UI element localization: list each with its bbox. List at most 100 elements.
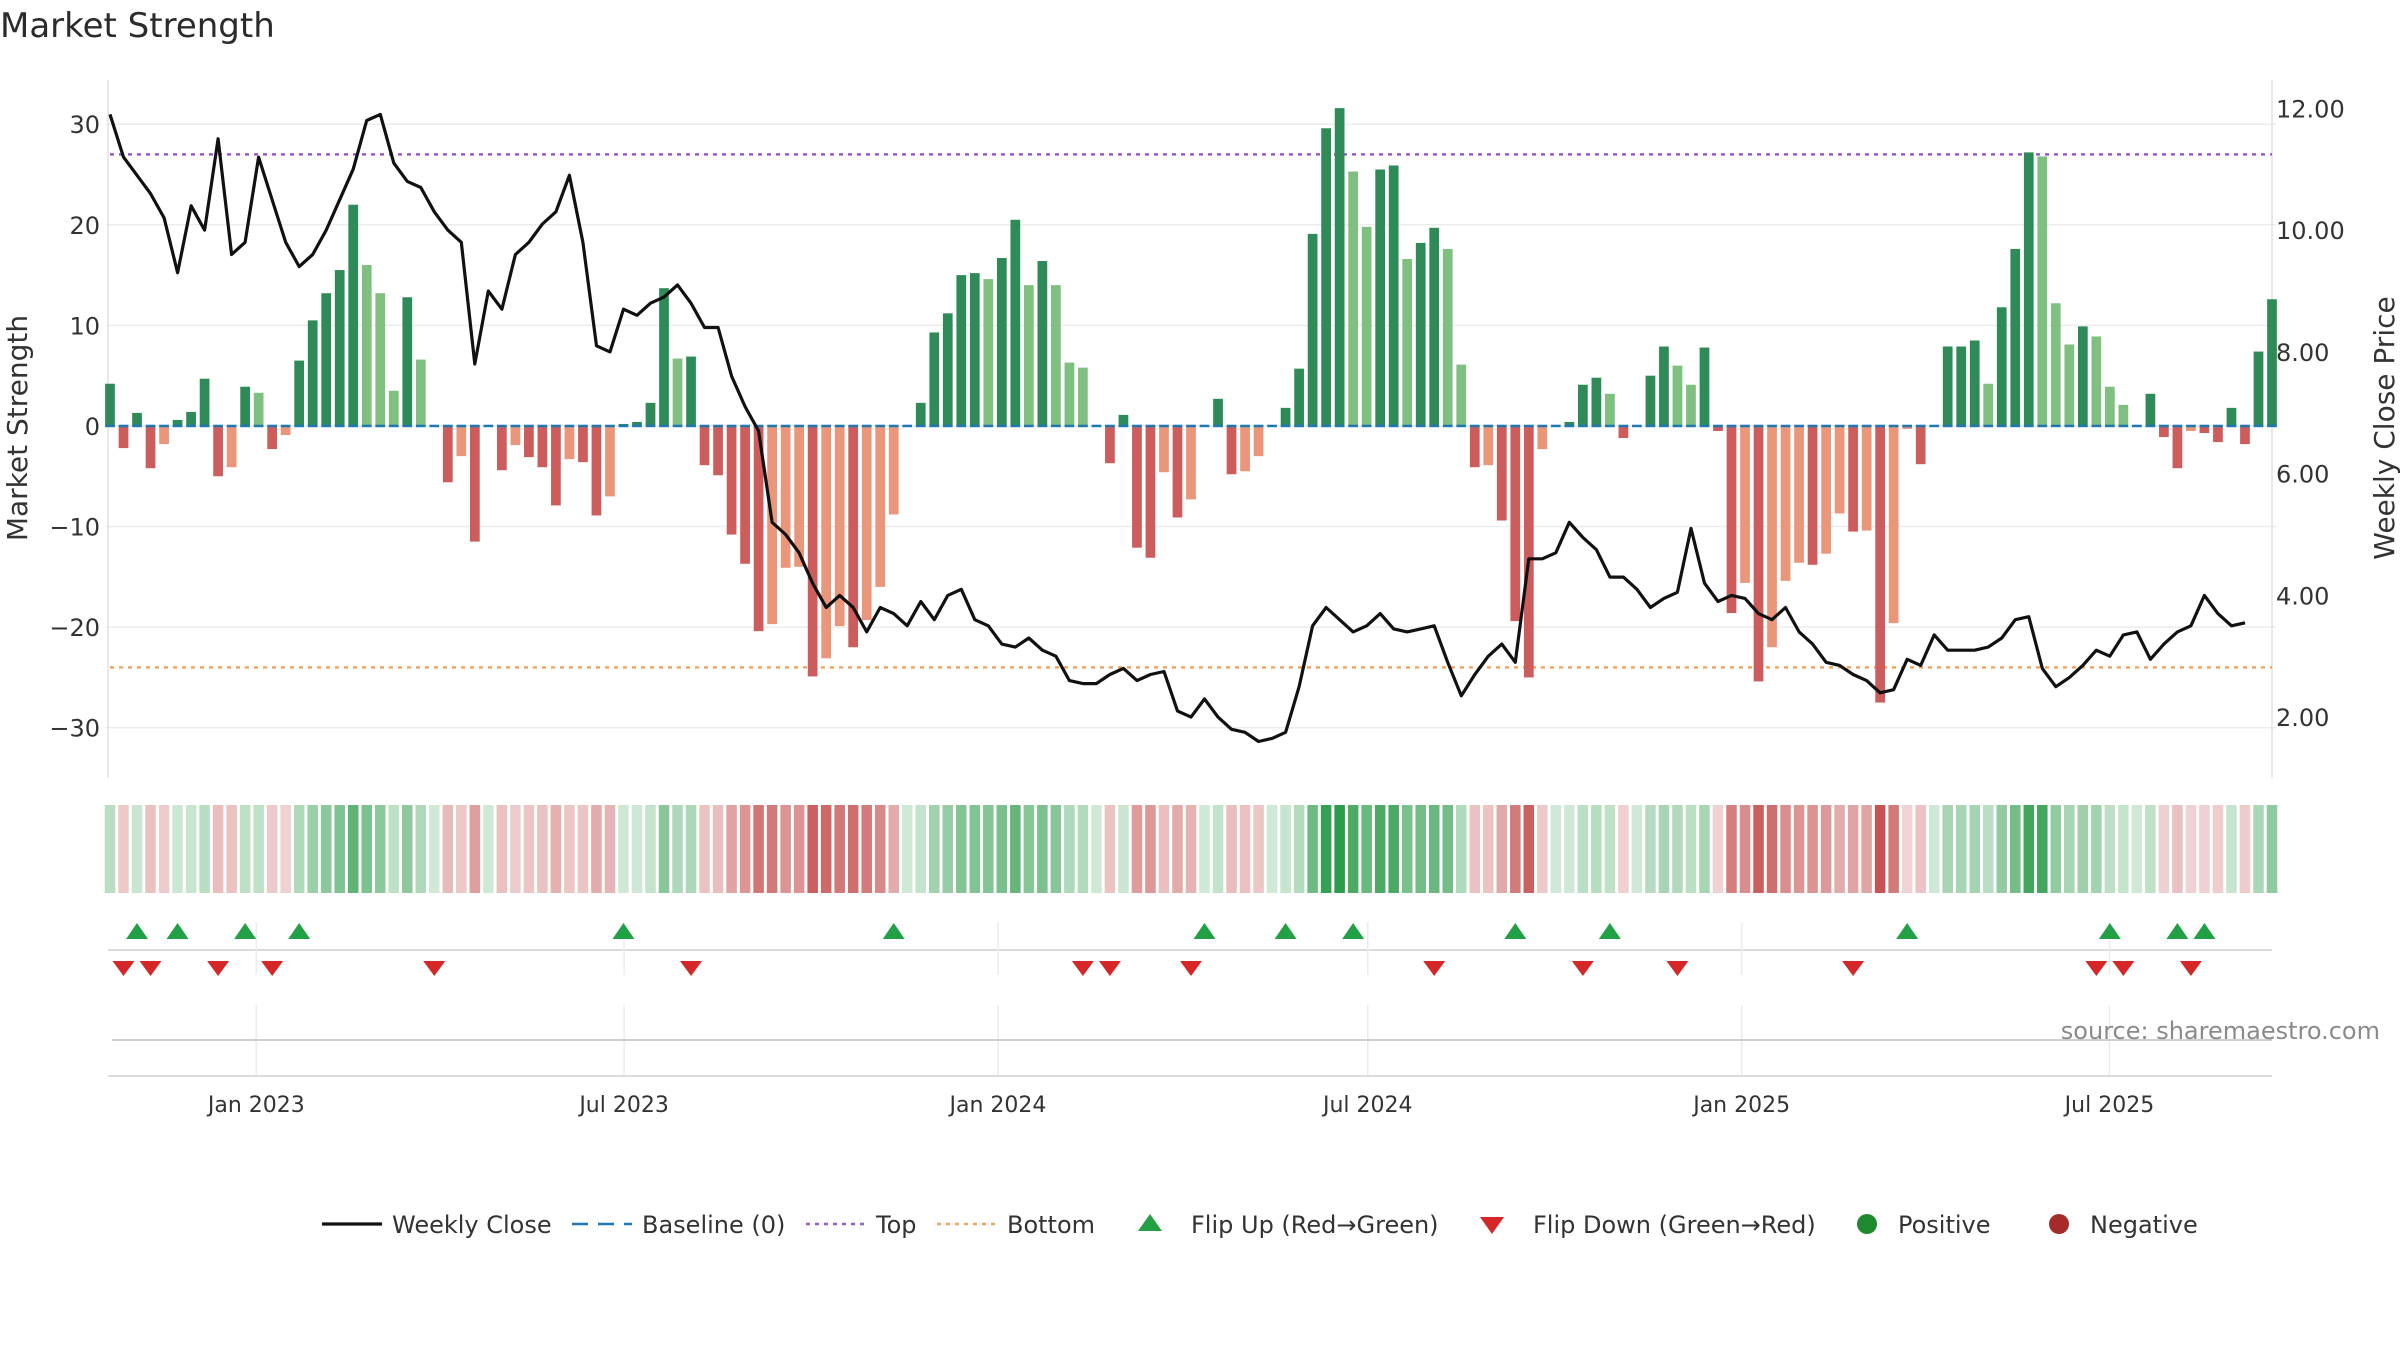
- strength-bar: [686, 356, 696, 426]
- strip-cell: [456, 805, 467, 893]
- strip-cell: [1334, 805, 1345, 893]
- strip-cell: [739, 805, 751, 893]
- strip-cell: [2239, 805, 2251, 893]
- strip-cell: [402, 805, 413, 893]
- legend-item-flip_up: Flip Up (Red→Green): [1138, 1211, 1439, 1239]
- legend-label: Baseline (0): [642, 1211, 785, 1239]
- strength-bar: [2240, 425, 2250, 445]
- strip-cell: [1739, 805, 1751, 893]
- strip-cell: [1280, 805, 1291, 893]
- x-tick-label: Jan 2024: [948, 1093, 1047, 1118]
- legend-label: Positive: [1898, 1211, 1991, 1239]
- strength-bar: [956, 275, 967, 426]
- strength-bar: [605, 425, 615, 497]
- strip-cell: [2172, 805, 2183, 893]
- right-axis-ticks: 12.00 10.00 8.00 6.00 4.00 2.00: [2276, 95, 2345, 732]
- strip-cell: [199, 805, 210, 893]
- strip-cell: [239, 805, 251, 893]
- strip-cell: [145, 805, 156, 893]
- strip-cell: [956, 805, 967, 893]
- strength-bar: [294, 360, 305, 426]
- strength-bar: [1051, 285, 1061, 426]
- strip-cell: [226, 805, 237, 893]
- strip-cell: [1510, 805, 1521, 893]
- strip-cell: [1645, 805, 1656, 893]
- strength-bar: [834, 425, 845, 627]
- strength-bar: [1726, 425, 1737, 614]
- strength-bar: [1213, 398, 1223, 426]
- strength-bar: [861, 425, 872, 621]
- strip-cell: [645, 805, 656, 893]
- strip-cell: [1888, 805, 1899, 893]
- strip-cell: [766, 805, 778, 893]
- strip-cell: [1793, 805, 1805, 893]
- strength-bar: [753, 425, 764, 632]
- strength-bar: [1996, 307, 2007, 426]
- flip-up-marker: [1598, 923, 1621, 939]
- strip-cell: [631, 805, 643, 893]
- strip-cell: [1766, 805, 1778, 893]
- strength-bar: [1307, 233, 1318, 426]
- strength-bar: [1591, 377, 1602, 426]
- strip-cell: [537, 805, 548, 893]
- strip-cell: [185, 805, 197, 893]
- strip-cell: [1496, 805, 1508, 893]
- strength-bar: [1510, 425, 1521, 622]
- strength-bar: [578, 425, 588, 463]
- legend-item-baseline: Baseline (0): [572, 1211, 785, 1239]
- strip-cell: [280, 805, 291, 893]
- strip-cell: [1226, 805, 1237, 893]
- strip-cell: [564, 805, 575, 893]
- strip-cell: [1955, 805, 1967, 893]
- strip-cell: [1104, 805, 1116, 893]
- strength-bar: [159, 425, 169, 445]
- strength-bar: [2023, 152, 2034, 426]
- strip-cell: [2118, 805, 2129, 893]
- strength-bar: [1767, 425, 1777, 648]
- strip-cell: [1996, 805, 2008, 893]
- strip-cell: [1577, 805, 1589, 893]
- strength-bar: [375, 293, 386, 426]
- strip-cell: [1239, 805, 1251, 893]
- strength-bar: [1834, 425, 1845, 514]
- strength-bar: [2091, 336, 2102, 426]
- strength-bar: [1537, 425, 1548, 450]
- legend-label: Flip Up (Red→Green): [1191, 1211, 1439, 1239]
- strength-bar: [1145, 425, 1156, 558]
- strength-bar: [442, 425, 453, 483]
- strength-bar: [2253, 351, 2264, 426]
- flip-down-marker: [1666, 961, 1689, 976]
- strength-bar: [496, 425, 507, 471]
- strip-cell: [388, 805, 400, 893]
- strength-bar: [1821, 425, 1831, 554]
- flip-down-marker: [2179, 961, 2202, 976]
- strip-cell: [104, 805, 116, 893]
- strength-bar: [537, 425, 548, 468]
- strength-bar: [1523, 425, 1534, 678]
- strip-cell: [2266, 805, 2278, 893]
- flip-up-marker: [288, 923, 311, 939]
- strength-bar: [632, 421, 642, 426]
- strength-bar: [551, 425, 561, 506]
- strength-bar: [1794, 425, 1804, 563]
- left-axis-label: Market Strength: [1, 315, 34, 541]
- flip-down-marker: [207, 961, 230, 976]
- strip-cell: [1807, 805, 1818, 893]
- strip-cell: [658, 805, 670, 893]
- strip-cell: [523, 805, 535, 893]
- strength-bar: [888, 425, 899, 515]
- strength-bar: [2010, 248, 2021, 426]
- flip-up-marker: [1896, 923, 1919, 939]
- strip-cell: [1969, 805, 1980, 893]
- strength-bar: [1888, 425, 1899, 624]
- strength-bar: [1605, 393, 1615, 426]
- strip-cell: [1618, 805, 1629, 893]
- strength-bar: [1969, 340, 1980, 426]
- right-tick-label: 2.00: [2276, 704, 2329, 732]
- left-tick-label: 0: [85, 413, 100, 441]
- strip-cell: [1293, 805, 1305, 893]
- strip-cell: [1982, 805, 1994, 893]
- strip-cell: [1388, 805, 1399, 893]
- strip-cell: [577, 805, 589, 893]
- strip-cell: [1307, 805, 1318, 893]
